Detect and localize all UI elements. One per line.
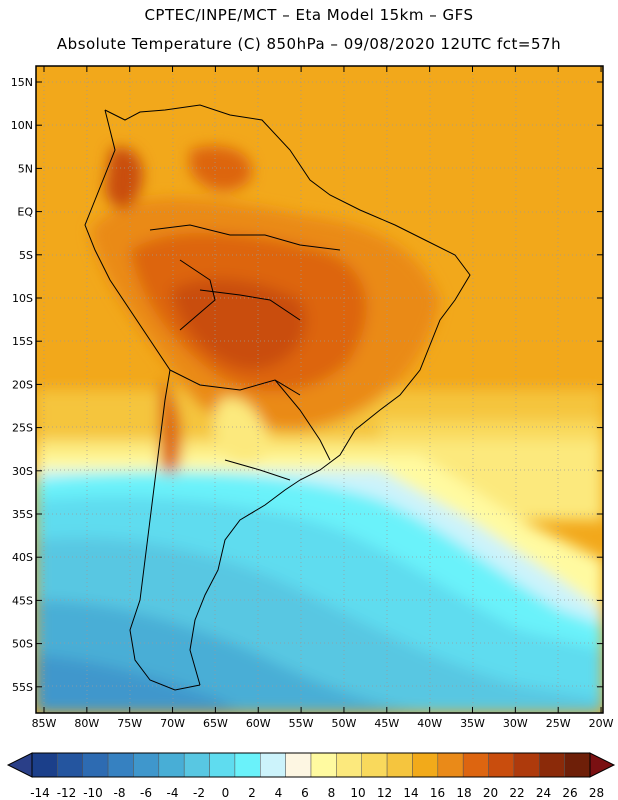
- lat-label: 25S: [12, 422, 33, 435]
- colorbar-swatch: [310, 752, 337, 778]
- lat-label: 45S: [12, 594, 33, 607]
- colorbar-swatch: [564, 752, 591, 778]
- colorbar-label: 20: [483, 786, 498, 800]
- lat-label: 35S: [12, 508, 33, 521]
- lon-label: 40W: [417, 717, 442, 730]
- graticule: [36, 66, 603, 713]
- colorbar-label: -14: [30, 786, 50, 800]
- lon-label: 25W: [546, 717, 571, 730]
- colorbar-label: 18: [456, 786, 471, 800]
- colorbar-swatch: [158, 752, 185, 778]
- colorbar-swatch: [133, 752, 160, 778]
- colorbar-swatch: [539, 752, 565, 778]
- lat-label: 15N: [11, 76, 33, 89]
- chart-title-line-1: CPTEC/INPE/MCT – Eta Model 15km – GFS: [144, 6, 474, 24]
- colorbar-label: -2: [193, 786, 205, 800]
- lon-label: 80W: [74, 717, 99, 730]
- colorbar-swatch: [488, 752, 515, 778]
- colorbar-swatch: [57, 752, 83, 778]
- colorbar-label: -12: [57, 786, 77, 800]
- colorbar-swatch: [437, 752, 464, 778]
- colorbar-label: 10: [350, 786, 365, 800]
- colorbar-label: 4: [275, 786, 283, 800]
- temperature-field: [36, 66, 603, 713]
- lon-label: 60W: [246, 717, 271, 730]
- colorbar-label: 0: [222, 786, 230, 800]
- lon-label: 45W: [374, 717, 399, 730]
- lon-label: 55W: [289, 717, 314, 730]
- colorbar-label: 26: [562, 786, 577, 800]
- lat-label: EQ: [17, 206, 33, 219]
- colorbar-swatch: [336, 752, 362, 778]
- chart-title-line-2: Absolute Temperature (C) 850hPa – 09/08/…: [56, 35, 562, 53]
- colorbar-label: 2: [248, 786, 256, 800]
- colorbar-swatch: [462, 752, 489, 778]
- colorbar-label: 24: [536, 786, 551, 800]
- lon-label: 70W: [160, 717, 185, 730]
- lat-label: 15S: [12, 335, 33, 348]
- colorbar-label: -8: [114, 786, 126, 800]
- colorbar-label: -4: [167, 786, 179, 800]
- coastlines: [84, 104, 471, 691]
- lat-label: 5N: [18, 162, 33, 175]
- colorbar-swatch: [260, 752, 286, 778]
- lat-label: 20S: [12, 378, 33, 391]
- colorbar-swatch: [82, 752, 109, 778]
- colorbar-label: 8: [328, 786, 336, 800]
- colorbar-label: -6: [140, 786, 152, 800]
- lon-label: 85W: [32, 717, 57, 730]
- colorbar-label: -10: [83, 786, 103, 800]
- colorbar-underflow-triangle: [6, 752, 33, 778]
- colorbar-label: 28: [589, 786, 604, 800]
- colorbar-label: 14: [403, 786, 418, 800]
- colorbar-label: 6: [301, 786, 309, 800]
- colorbar-swatch: [361, 752, 388, 778]
- colorbar-overflow-triangle: [589, 752, 616, 778]
- lat-label: 10N: [11, 119, 33, 132]
- lat-label: 30S: [12, 465, 33, 478]
- colorbar: [6, 752, 616, 778]
- colorbar-swatch: [513, 752, 540, 778]
- lon-label: 30W: [503, 717, 528, 730]
- lat-label: 40S: [12, 551, 33, 564]
- colorbar-outline: [31, 752, 591, 778]
- lat-label: 50S: [12, 638, 33, 651]
- lon-label: 75W: [117, 717, 142, 730]
- lat-label: 5S: [19, 249, 33, 262]
- colorbar-swatch: [107, 752, 134, 778]
- lon-label: 35W: [460, 717, 485, 730]
- map-frame: [35, 65, 604, 714]
- colorbar-label: 16: [430, 786, 445, 800]
- lat-label: 10S: [12, 292, 33, 305]
- colorbar-swatch: [183, 752, 210, 778]
- lon-label: 65W: [203, 717, 228, 730]
- colorbar-label: 22: [509, 786, 524, 800]
- colorbar-swatch: [386, 752, 413, 778]
- lon-label: 20W: [589, 717, 614, 730]
- colorbar-swatch: [234, 752, 261, 778]
- lon-label: 50W: [332, 717, 357, 730]
- colorbar-swatch: [285, 752, 312, 778]
- colorbar-swatch: [209, 752, 236, 778]
- lat-label: 55S: [12, 681, 33, 694]
- colorbar-swatch: [412, 752, 439, 778]
- colorbar-label: 12: [377, 786, 392, 800]
- colorbar-swatch: [31, 752, 58, 778]
